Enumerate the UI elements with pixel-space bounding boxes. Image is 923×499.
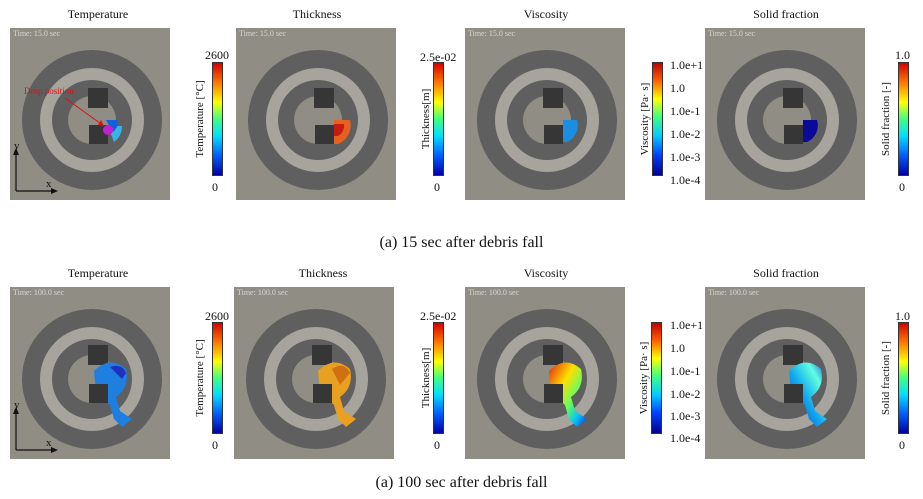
sim-panel-solid-fraction-15: Time: 15.0 sec (705, 28, 865, 200)
cbar-label-temperature: Temperature [°C] (194, 339, 206, 417)
cbar-tick: 1.0e-4 (670, 173, 701, 187)
cbar-max-tick: 2.5e-02 (420, 50, 457, 64)
reactor-cavity-map (246, 309, 386, 449)
cbar-label-thickness: Thickness[m] (420, 88, 432, 150)
colorbar-viscosity-100 (651, 322, 662, 434)
sim-panel-temperature-100: Time: 100.0 sec y x (10, 287, 170, 459)
cbar-label-solid-fraction: Solid fraction [-] (880, 341, 892, 415)
time-label: Time: 15.0 sec (13, 29, 61, 38)
colorbar-viscosity-15 (652, 62, 663, 176)
xy-axes-icon (13, 407, 58, 453)
reactor-cavity-map (477, 50, 617, 190)
reactor-cavity-map (22, 309, 162, 449)
axis-label-x: x (46, 178, 52, 190)
cbar-tick: 1.0e-1 (670, 364, 701, 378)
panel-title-temperature-100: Temperature (67, 266, 129, 280)
cbar-tick: 1.0e-1 (670, 104, 701, 118)
panel-title-viscosity-15: Viscosity (523, 7, 569, 21)
reactor-cavity-map (22, 50, 162, 190)
panel-title-thickness-15: Thickness (292, 7, 342, 21)
colorbar-thickness-100 (433, 322, 444, 434)
cbar-max-tick: 2600 (205, 309, 229, 323)
cbar-tick: 1.0e-4 (670, 431, 701, 445)
cbar-tick: 1.0e-2 (670, 387, 701, 401)
sim-panel-viscosity-15: Time: 15.0 sec (465, 28, 625, 200)
panel-title-solid-fraction-15: Solid fraction (753, 7, 819, 21)
cbar-label-viscosity: Viscosity [Pa· s] (639, 82, 651, 156)
cbar-min-tick: 0 (434, 180, 440, 194)
cbar-max-tick: 2.5e-02 (420, 309, 457, 323)
time-label: Time: 15.0 sec (468, 29, 516, 38)
sim-panel-solid-fraction-100: Time: 100.0 sec (705, 287, 865, 459)
time-label: Time: 15.0 sec (239, 29, 287, 38)
time-label: Time: 15.0 sec (708, 29, 756, 38)
cbar-max-tick: 1.0 (895, 309, 910, 323)
colorbar-temperature-100 (212, 322, 223, 434)
cbar-max-tick: 2600 (205, 48, 229, 62)
cbar-min-tick: 0 (212, 438, 218, 452)
reactor-cavity-map (717, 50, 857, 190)
reactor-cavity-map (717, 309, 857, 449)
time-label: Time: 100.0 sec (708, 288, 760, 297)
cbar-tick: 1.0e-3 (670, 150, 701, 164)
sim-panel-thickness-15: Time: 15.0 sec (236, 28, 396, 200)
reactor-cavity-map (477, 309, 617, 449)
sim-panel-temperature-15: Time: 15.0 sec Drop position y x (10, 28, 170, 200)
colorbar-temperature-15 (212, 62, 223, 176)
cbar-label-solid-fraction: Solid fraction [-] (880, 82, 892, 156)
cbar-label-temperature: Temperature [°C] (194, 80, 206, 158)
sim-panel-thickness-100: Time: 100.0 sec (234, 287, 394, 459)
xy-axes-icon (13, 148, 58, 194)
cbar-tick: 1.0 (670, 81, 685, 95)
axis-label-x: x (46, 437, 52, 449)
panel-title-viscosity-100: Viscosity (523, 266, 569, 280)
axis-label-y: y (14, 399, 20, 411)
cbar-tick: 1.0e-3 (670, 409, 701, 423)
cbar-min-tick: 0 (434, 438, 440, 452)
cbar-tick: 1.0e+1 (670, 58, 704, 72)
time-label: Time: 100.0 sec (237, 288, 289, 297)
sim-panel-viscosity-100: Time: 100.0 sec (465, 287, 625, 459)
colorbar-solid-fraction-100 (898, 322, 909, 434)
cbar-tick: 1.0e+1 (670, 318, 704, 332)
time-label: Time: 100.0 sec (468, 288, 520, 297)
caption-100-sec: (a) 100 sec after debris fall (375, 474, 548, 491)
cbar-min-tick: 0 (212, 180, 218, 194)
cbar-tick: 1.0 (670, 341, 685, 355)
drop-arrow (64, 97, 105, 127)
cbar-tick: 1.0e-2 (670, 127, 701, 141)
cbar-label-viscosity: Viscosity [Pa· s] (638, 341, 650, 415)
drop-position-annotation: Drop position (24, 86, 74, 96)
reactor-cavity-map (248, 50, 388, 190)
panel-title-temperature-15: Temperature (67, 7, 129, 21)
panel-title-thickness-100: Thickness (298, 266, 348, 280)
cbar-min-tick: 0 (899, 438, 905, 452)
cbar-max-tick: 1.0 (895, 48, 910, 62)
time-label: Time: 100.0 sec (13, 288, 65, 297)
cbar-label-thickness: Thickness[m] (420, 347, 432, 409)
colorbar-thickness-15 (433, 62, 444, 176)
colorbar-solid-fraction-15 (898, 62, 909, 176)
axis-label-y: y (14, 140, 20, 152)
caption-15-sec: (a) 15 sec after debris fall (379, 234, 544, 251)
panel-title-solid-fraction-100: Solid fraction (753, 266, 819, 280)
cbar-min-tick: 0 (899, 180, 905, 194)
